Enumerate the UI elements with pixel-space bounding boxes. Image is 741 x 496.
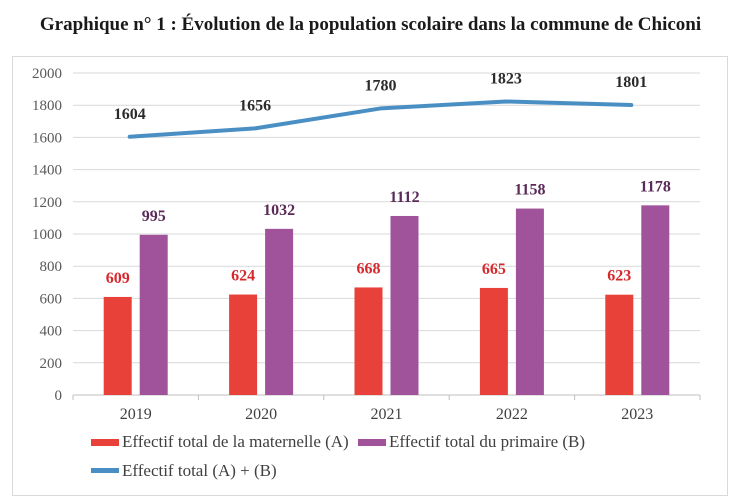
data-label-maternelle: 623 xyxy=(607,268,631,285)
data-label-total: 1823 xyxy=(490,70,522,87)
data-label-maternelle: 624 xyxy=(231,268,255,285)
data-label-primaire: 995 xyxy=(142,208,166,225)
bar-primaire xyxy=(265,228,294,395)
bar-maternelle xyxy=(479,287,508,395)
legend-label: Effectif total de la maternelle (A) xyxy=(122,432,349,451)
y-tick-label: 1600 xyxy=(32,130,62,146)
bar-primaire xyxy=(139,234,168,395)
bar-primaire xyxy=(515,208,544,395)
data-label-primaire: 1032 xyxy=(263,202,295,219)
data-label-primaire: 1178 xyxy=(640,178,671,195)
legend-swatch xyxy=(358,439,386,446)
data-labels: 609 995 624 1032 668 1112 665 1158 623 1178 1604 16… xyxy=(106,70,671,286)
y-axis: 0 200 400 600 800 1000 1200 1400 1600 1800 2000 xyxy=(32,66,62,404)
data-label-maternelle: 668 xyxy=(357,260,381,277)
bar-maternelle xyxy=(605,294,634,395)
x-tick-label: 2021 xyxy=(371,406,403,423)
y-tick-label: 0 xyxy=(55,388,63,404)
total-line xyxy=(127,99,634,139)
legend-label: Effectif total du primaire (B) xyxy=(389,432,585,451)
y-tick-label: 200 xyxy=(40,356,63,372)
data-label-total: 1801 xyxy=(615,74,647,91)
legend: Effectif total de la maternelle (A) Effec… xyxy=(91,432,585,480)
chart-title: Graphique n° 1 : Évolution de la populat… xyxy=(39,14,702,35)
data-label-total: 1780 xyxy=(365,77,397,94)
legend-swatch xyxy=(91,439,119,446)
bar-maternelle xyxy=(103,296,132,395)
x-tick-label: 2023 xyxy=(621,406,653,423)
x-axis: 2019 2020 2021 2022 2023 xyxy=(72,395,701,423)
data-label-total: 1604 xyxy=(114,106,146,123)
y-tick-label: 2000 xyxy=(32,66,62,82)
bar-maternelle xyxy=(229,294,258,395)
data-label-primaire: 1158 xyxy=(514,182,545,199)
y-tick-label: 400 xyxy=(40,324,63,340)
data-label-total: 1656 xyxy=(239,97,271,114)
y-tick-label: 1200 xyxy=(32,195,62,211)
data-label-maternelle: 665 xyxy=(482,261,506,278)
chart-svg: 0 200 400 600 800 1000 1200 1400 1600 1800 2000 20… xyxy=(32,66,701,480)
legend-primaire: Effectif total du primaire (B) xyxy=(358,432,585,451)
x-tick-label: 2022 xyxy=(496,406,528,423)
y-tick-label: 600 xyxy=(40,291,63,307)
x-tick-label: 2019 xyxy=(120,406,152,423)
legend-maternelle: Effectif total de la maternelle (A) xyxy=(91,432,349,451)
bar-primaire xyxy=(641,205,670,395)
bar-primaire xyxy=(390,215,419,395)
legend-total: Effectif total (A) + (B) xyxy=(91,461,277,480)
data-label-primaire: 1112 xyxy=(389,189,419,206)
bar-maternelle xyxy=(354,287,383,395)
y-tick-label: 1800 xyxy=(32,98,62,114)
line-total xyxy=(127,99,634,139)
y-tick-label: 1000 xyxy=(32,227,62,243)
legend-label: Effectif total (A) + (B) xyxy=(122,461,277,480)
bars xyxy=(103,205,670,395)
x-tick-label: 2020 xyxy=(245,406,277,423)
y-tick-label: 800 xyxy=(40,259,63,275)
legend-swatch xyxy=(91,468,119,473)
data-label-maternelle: 609 xyxy=(106,270,130,287)
y-tick-label: 1400 xyxy=(32,163,62,179)
